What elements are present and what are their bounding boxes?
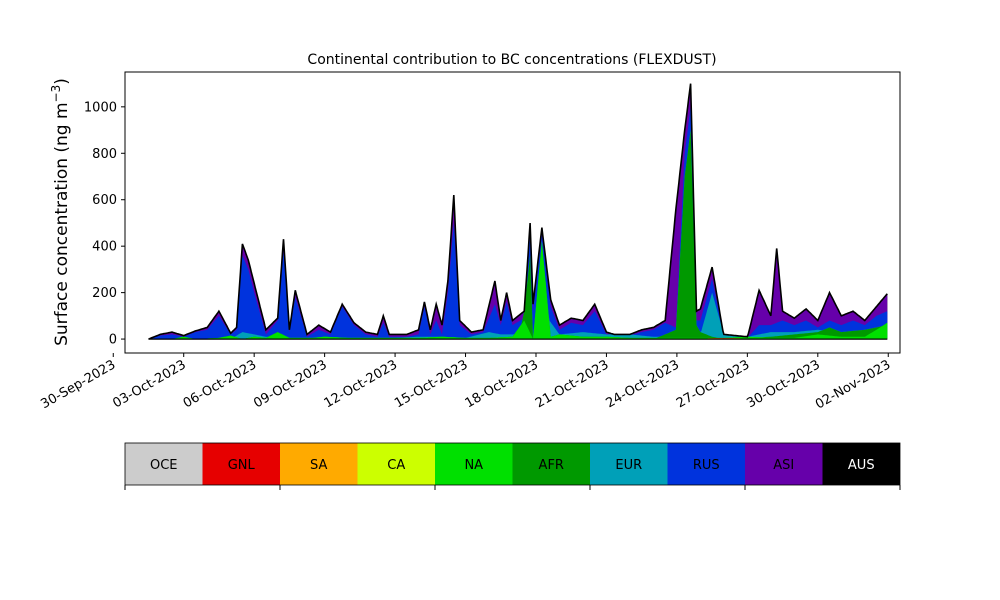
y-tick-label: 200	[92, 286, 117, 301]
x-tick-label: 30-Sep-2023	[38, 357, 118, 412]
x-axis: 30-Sep-202303-Oct-202306-Oct-202309-Oct-…	[38, 353, 893, 412]
chart-title: Continental contribution to BC concentra…	[307, 52, 716, 68]
x-tick-label: 09-Oct-2023	[251, 357, 329, 411]
x-tick-label: 15-Oct-2023	[392, 357, 470, 411]
legend-swatch-na	[435, 443, 513, 485]
legend-swatch-ca	[357, 443, 435, 485]
y-axis-label-exponent: −3	[49, 85, 63, 103]
legend-label-aus: AUS	[848, 458, 875, 473]
x-tick-label: 03-Oct-2023	[110, 357, 188, 411]
legend-frame	[124, 442, 901, 486]
y-axis-label: Surface concentration (ng m−3)	[49, 78, 72, 346]
legend-swatch-gnl	[202, 443, 280, 485]
legend-swatch-eur	[590, 443, 668, 485]
legend-label-afr: AFR	[539, 458, 564, 473]
y-axis: 0 200 400 600 800 1000	[84, 100, 125, 348]
legend-label-eur: EUR	[615, 458, 642, 473]
legend-label-na: NA	[464, 458, 483, 473]
legend-swatch-oce	[125, 443, 203, 485]
legend-label-gnl: GNL	[228, 458, 256, 473]
x-tick-label: 21-Oct-2023	[533, 357, 611, 411]
plot-frame	[124, 71, 901, 354]
y-axis-label-main: Surface concentration (ng m	[52, 102, 72, 345]
legend-swatch-aus	[822, 443, 900, 485]
x-tick-label: 06-Oct-2023	[181, 357, 259, 411]
plot-area	[148, 83, 888, 340]
legend-label-asi: ASI	[773, 458, 794, 473]
total-outline	[148, 83, 888, 340]
region-colorbar: OCE GNL SA CA NA AFR EUR RUS ASI AUS	[124, 442, 901, 490]
x-tick-label: 24-Oct-2023	[604, 357, 682, 411]
y-tick-label: 0	[109, 333, 117, 348]
y-axis-label-close: )	[52, 78, 72, 85]
legend-swatch-afr	[512, 443, 590, 485]
x-tick-label: 12-Oct-2023	[322, 357, 400, 411]
legend-label-sa: SA	[310, 458, 327, 473]
y-tick-label: 1000	[84, 100, 117, 115]
x-tick-label: 18-Oct-2023	[463, 357, 541, 411]
x-tick-label: 30-Oct-2023	[744, 357, 822, 411]
legend-swatch-asi	[745, 443, 823, 485]
legend-label-ca: CA	[387, 458, 405, 473]
y-tick-label: 600	[92, 193, 117, 208]
x-tick-label: 02-Nov-2023	[813, 357, 893, 412]
legend-label-rus: RUS	[693, 458, 720, 473]
x-tick-label: 27-Oct-2023	[674, 357, 752, 411]
legend-swatch-sa	[280, 443, 358, 485]
y-tick-label: 800	[92, 147, 117, 162]
legend-swatch-rus	[667, 443, 745, 485]
y-tick-label: 400	[92, 240, 117, 255]
legend-label-oce: OCE	[150, 458, 178, 473]
